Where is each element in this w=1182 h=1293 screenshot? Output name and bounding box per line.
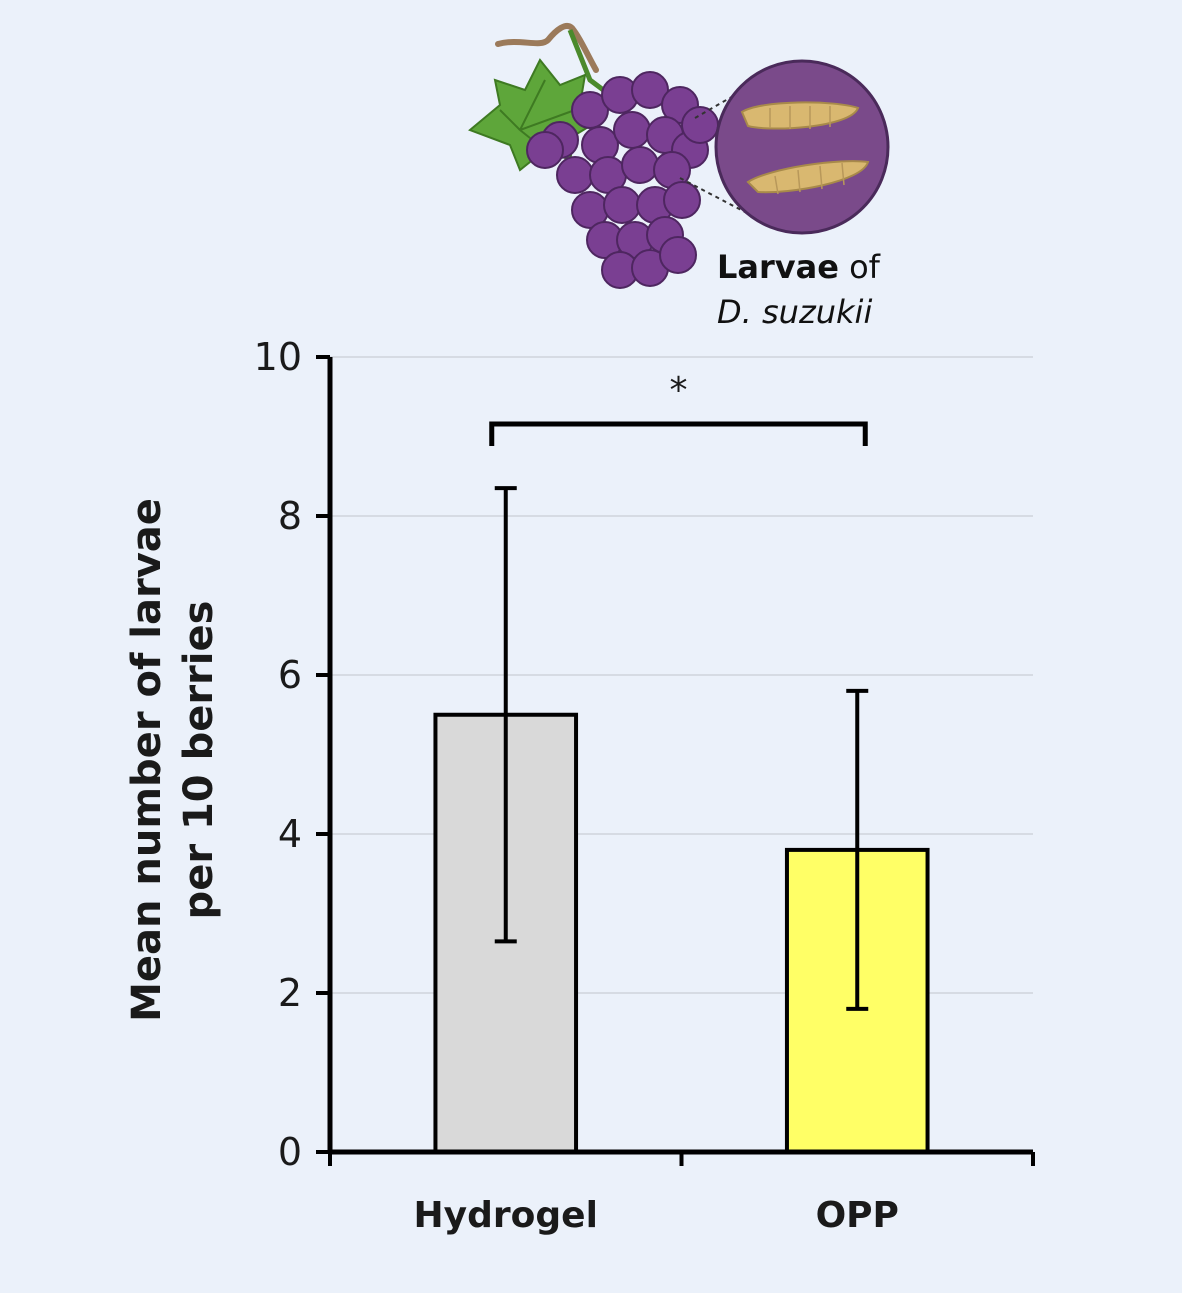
larvae-inset-circle <box>714 59 890 235</box>
grape-icon <box>621 146 659 184</box>
grape-icon <box>556 156 594 194</box>
bars <box>433 712 930 1155</box>
significance-bracket: * <box>489 370 868 446</box>
grape-illustration: Larvae of D. suzukii <box>468 22 890 331</box>
x-category-labels: Hydrogel OPP <box>414 1195 899 1236</box>
y-tick-label: 6 <box>278 653 302 697</box>
y-axis-title-line1: Mean number of larvae <box>124 498 170 1022</box>
y-tick-label: 4 <box>278 812 302 856</box>
grape-icon <box>603 186 641 224</box>
bracket-line <box>489 421 868 446</box>
larva-icon <box>740 101 860 130</box>
illustration-species: D. suzukii <box>717 293 872 331</box>
significance-marker: * <box>670 370 688 411</box>
y-tick-labels: 0 2 4 6 8 10 <box>254 335 302 1174</box>
grape-icon <box>659 236 697 274</box>
illustration-label-bold: Larvae <box>717 248 839 286</box>
grape-cluster-icon <box>526 71 719 289</box>
x-category-label: Hydrogel <box>414 1195 598 1236</box>
grape-icon <box>613 111 651 149</box>
x-category-label: OPP <box>816 1195 899 1236</box>
bar-chart: 0 2 4 6 8 10 Hydrogel OPP * Mean number of lar… <box>124 335 1035 1236</box>
error-bars <box>494 486 869 1011</box>
y-tick-label: 10 <box>254 335 302 379</box>
axes <box>316 355 1035 1166</box>
y-tick-label: 8 <box>278 494 302 538</box>
illustration-label: Larvae of <box>717 248 881 286</box>
grape-icon <box>631 71 669 109</box>
grape-icon <box>571 91 609 129</box>
y-tick-label: 0 <box>278 1130 302 1174</box>
illustration-label-of: of <box>839 248 881 286</box>
y-axis-title-line2: per 10 berries <box>176 601 222 920</box>
y-tick-label: 2 <box>278 971 302 1015</box>
grape-icon <box>526 131 564 169</box>
grape-icon <box>663 181 701 219</box>
vine-tendril <box>495 22 599 73</box>
grape-icon <box>681 106 719 144</box>
y-axis-title: Mean number of larvae per 10 berries <box>124 498 222 1022</box>
larva-icon <box>746 160 870 195</box>
